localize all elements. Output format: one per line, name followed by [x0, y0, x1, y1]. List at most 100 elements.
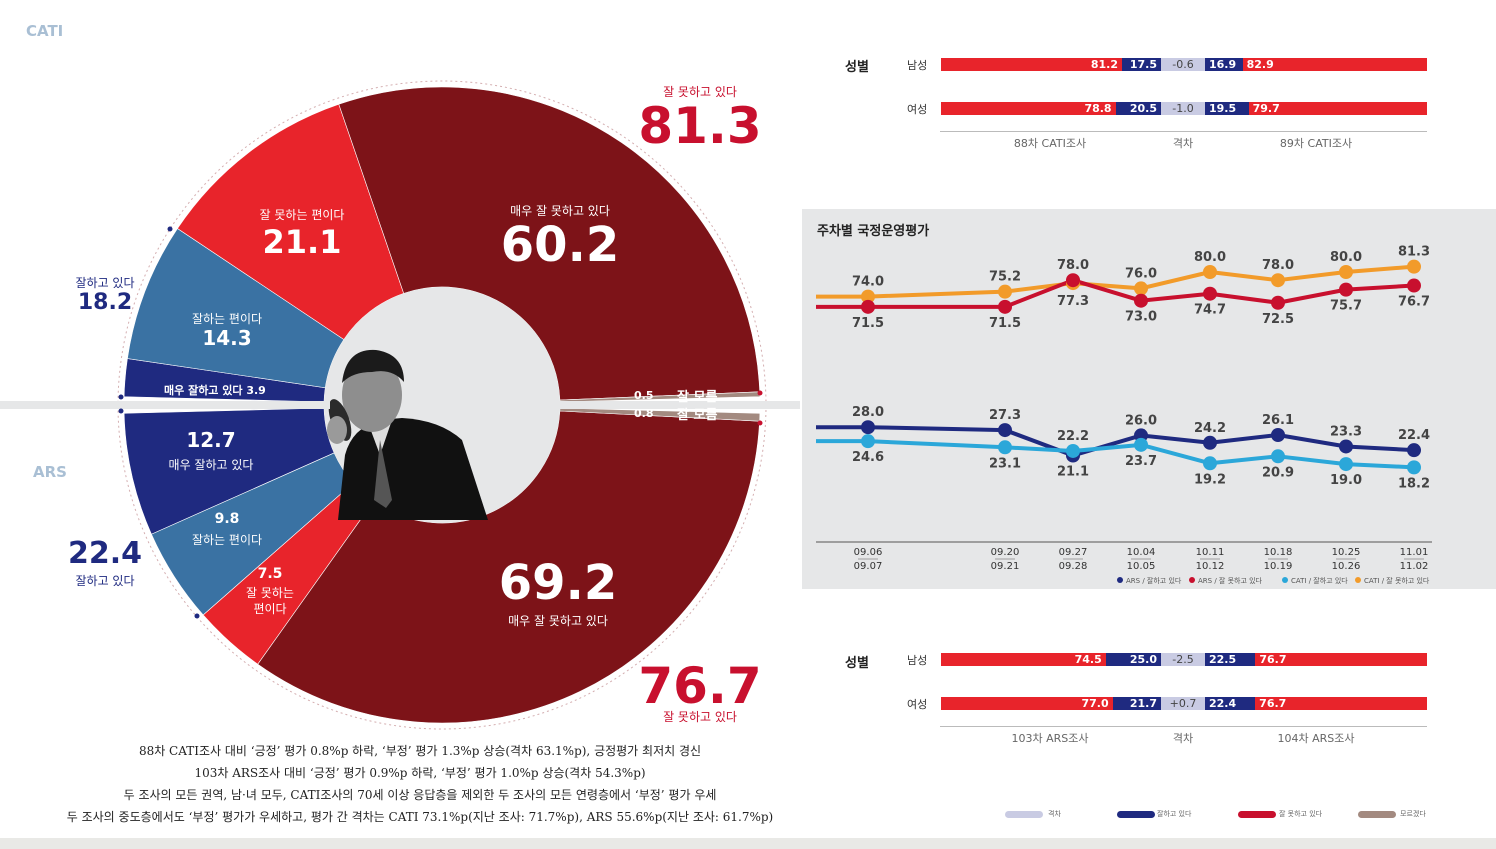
gender-bar-right-positive: 19.5: [1205, 102, 1249, 115]
cati-slice-label-1: 잘 못하는 편이다: [259, 208, 345, 222]
note-line: 103차 ARS조사 대비 ‘긍정’ 평가 0.9%p 하락, ‘부정’ 평가 …: [194, 766, 646, 780]
gender-ars-rule: [940, 726, 1427, 727]
data-point-ars-positive: [1203, 435, 1217, 450]
data-label-cati-negative: 78.0: [1262, 258, 1294, 273]
legend-negative-label: 잘 못하고 있다: [1279, 810, 1323, 818]
data-point-cati-negative: [861, 289, 875, 304]
data-label-cati-positive: 24.6: [852, 450, 884, 465]
legend-label: CATI / 잘 못하고 있다: [1364, 576, 1430, 585]
data-point-cati-positive: [1407, 460, 1421, 475]
gender-gap: -0.6: [1161, 58, 1205, 71]
trend-chart-title: 주차별 국정운영평가: [817, 224, 930, 239]
ars-slice-value-4: 0.8: [634, 407, 654, 420]
cati-slice-label-4: 잘 모름: [677, 390, 718, 405]
data-label-ars-negative: 72.5: [1262, 312, 1294, 327]
data-label-ars-negative: 71.5: [989, 316, 1021, 331]
data-label-cati-positive: 20.9: [1262, 465, 1294, 480]
gender-bar-right-positive: 22.4: [1205, 697, 1256, 710]
data-point-cati-negative: [1407, 259, 1421, 274]
data-point-cati-positive: [861, 434, 875, 449]
cati-slice-value-2: 14.3: [202, 326, 252, 350]
data-point-cati-positive: [1339, 457, 1353, 472]
legend-label: CATI / 잘하고 있다: [1291, 576, 1348, 585]
gender-bar-right-negative: 76.7: [1255, 653, 1427, 666]
data-label-cati-positive: 23.7: [1125, 454, 1157, 469]
data-point-ars-negative: [998, 299, 1012, 314]
data-point-ars-negative: [1203, 286, 1217, 301]
legend-gap-swatch: [1005, 811, 1043, 818]
data-point-cati-negative: [1271, 273, 1285, 288]
gender-cati-rule: [940, 131, 1427, 132]
data-label-cati-negative: 81.3: [1398, 245, 1430, 260]
data-label-cati-positive: 22.2: [1057, 429, 1089, 444]
data-point-ars-positive: [1407, 443, 1421, 458]
ars-slice-label-1: 잘하는 편이다: [191, 533, 263, 547]
data-label-ars-positive: 26.1: [1262, 413, 1294, 428]
x-tick-label: 10.04: [1127, 547, 1156, 558]
data-point-ars-positive: [1271, 427, 1285, 442]
ars-slice-label-4: 잘 모름: [677, 408, 718, 423]
x-tick-label: 11.02: [1400, 561, 1429, 572]
gender-bar-left-positive: 20.5: [1115, 102, 1161, 115]
legend-unknown-label: 모르겠다: [1400, 810, 1426, 818]
data-label-ars-negative: 73.0: [1125, 310, 1157, 325]
cati-slice-value-4: 0.5: [634, 389, 654, 402]
cati-slice-value-1: 21.1: [262, 223, 342, 261]
data-label-ars-negative: 71.5: [852, 316, 884, 331]
data-point-ars-negative: [1271, 295, 1285, 310]
data-label-ars-positive: 21.1: [1057, 464, 1089, 479]
ars-slice-value-2: 7.5: [257, 566, 283, 582]
gender-ars-footer-right: 104차 ARS조사: [1277, 732, 1355, 745]
data-point-ars-positive: [861, 420, 875, 435]
data-label-ars-negative: 74.7: [1194, 303, 1226, 318]
x-tick-label: 09.06: [854, 547, 883, 558]
data-point-cati-positive: [1134, 437, 1148, 452]
data-point-ars-negative: [1066, 273, 1080, 288]
data-point-cati-positive: [1271, 449, 1285, 464]
x-tick-label: 10.05: [1127, 561, 1156, 572]
gender-cati-heading: 성별: [845, 60, 869, 75]
ars-slice-value-1: 9.8: [214, 511, 240, 527]
legend-marker: [1355, 577, 1361, 583]
gender-bar-right-positive: 22.5: [1205, 653, 1256, 666]
data-label-cati-positive: 19.2: [1194, 472, 1226, 487]
legend-positive-swatch: [1117, 811, 1155, 818]
gender-row-label: 여성: [907, 698, 928, 711]
legend-marker: [1282, 577, 1288, 583]
footer-bar: [0, 838, 1496, 849]
ars-slice-label-3: 매우 잘 못하고 있다: [508, 614, 608, 628]
ars-positive-total-label: 잘하고 있다: [75, 574, 135, 588]
data-label-ars-positive: 28.0: [852, 405, 884, 420]
gender-cati-footer-mid: 격차: [1172, 137, 1194, 150]
data-point-ars-positive: [1339, 439, 1353, 454]
gender-bar-right-negative: 76.7: [1255, 697, 1427, 710]
gender-bar-left-negative: 78.8: [941, 102, 1116, 115]
ars-section-label: ARS: [33, 463, 67, 481]
note-line: 두 조사의 중도층에서도 ‘부정’ 평가가 우세하고, 평가 간 격차는 CAT…: [66, 810, 774, 824]
x-tick-label: 09.21: [991, 561, 1020, 572]
x-tick-label: 10.26: [1332, 561, 1361, 572]
gender-bar-left-negative: 74.5: [941, 653, 1106, 666]
cati-negative-total-value: 81.3: [638, 97, 762, 155]
gender-cati-footer-left: 88차 CATI조사: [1013, 137, 1087, 150]
cati-positive-total-label: 잘하고 있다: [75, 276, 135, 290]
x-tick-label: 09.07: [854, 561, 883, 572]
cati-slice-value-3: 3.9: [246, 384, 266, 397]
legend-negative-swatch: [1238, 811, 1276, 818]
legend-marker: [1117, 577, 1123, 583]
gender-ars-footer-left: 103차 ARS조사: [1011, 732, 1089, 745]
person-silhouette-icon: [327, 349, 488, 520]
data-label-ars-negative: 78.0: [1057, 258, 1089, 273]
trend-panel: [802, 209, 1496, 589]
cati-slice-label-0: 매우 잘 못하고 있다: [510, 204, 610, 218]
data-label-cati-positive: 19.0: [1330, 473, 1362, 488]
x-tick-label: 09.27: [1059, 547, 1088, 558]
gender-bar-left-positive: 25.0: [1105, 653, 1161, 666]
gender-ars-footer-mid: 격차: [1172, 732, 1194, 745]
data-label-ars-negative: 76.7: [1398, 295, 1430, 310]
x-tick-label: 10.25: [1332, 547, 1361, 558]
x-tick-label: 10.11: [1196, 547, 1225, 558]
data-point-cati-positive: [1203, 456, 1217, 471]
x-tick-label: 10.19: [1264, 561, 1293, 572]
x-tick-label: 10.18: [1264, 547, 1293, 558]
